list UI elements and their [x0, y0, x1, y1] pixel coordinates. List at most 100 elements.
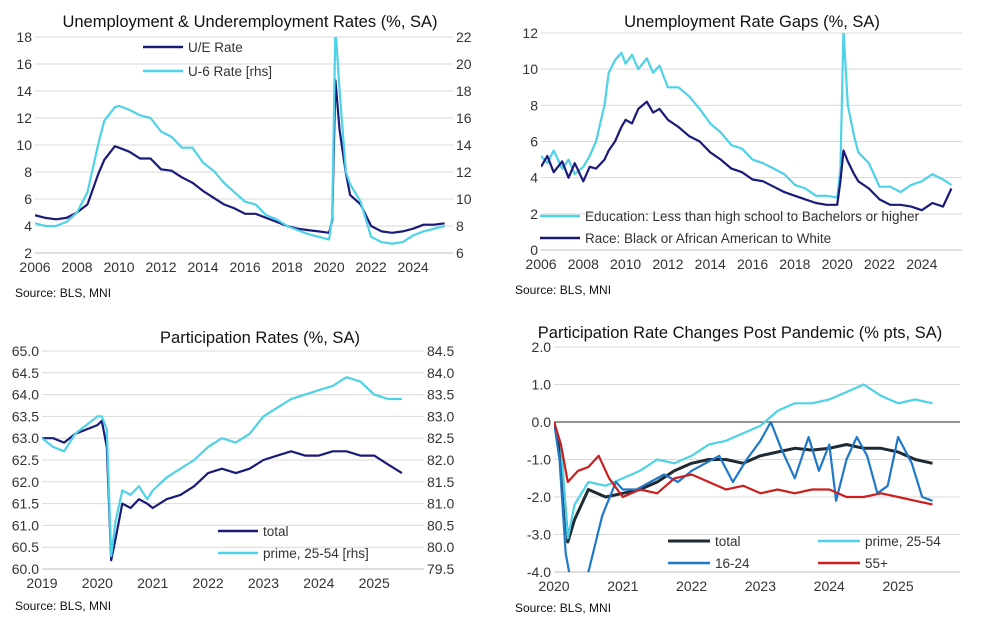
y-tick-label: 2 — [24, 245, 32, 261]
legend-label: prime, 25-54 [rhs] — [263, 546, 369, 561]
y-tick-label: 0.0 — [532, 414, 552, 430]
y-tick-label: 6 — [530, 134, 538, 150]
x-tick-label: 2024 — [398, 259, 429, 275]
legend: total prime, 25-54 [rhs] — [218, 524, 369, 561]
x-tick-label: 2021 — [137, 575, 168, 591]
legend-label: 16-24 — [715, 556, 750, 571]
x-tick-label: 2020 — [82, 575, 113, 591]
legend-label: U-6 Rate [rhs] — [188, 64, 272, 79]
legend-label: total — [263, 524, 289, 539]
x-tick-label: 2022 — [193, 575, 224, 591]
x-tick-label: 2016 — [737, 256, 768, 272]
legend-label: Education: Less than high school to Bach… — [585, 209, 919, 224]
y2-tick-label: 12 — [456, 164, 472, 180]
y2-tick-label: 22 — [456, 29, 472, 45]
y2-tick-label: 16 — [456, 110, 472, 126]
y-tick-label: 2 — [530, 206, 538, 222]
y-tick-label: 65.0 — [12, 343, 39, 359]
x-tick-label: 2010 — [610, 256, 641, 272]
y-tick-label: 62.0 — [12, 474, 39, 490]
y2-tick-label: 20 — [456, 56, 472, 72]
series-line — [554, 420, 933, 572]
x-tick-label: 2008 — [61, 259, 92, 275]
y-tick-label: 8 — [24, 164, 32, 180]
y-tick-label: 64.0 — [12, 387, 39, 403]
y2-tick-label: 82.0 — [427, 452, 454, 468]
y-tick-label: 4 — [24, 218, 32, 234]
y-tick-label: 18 — [16, 29, 32, 45]
x-tick-label: 2022 — [356, 259, 387, 275]
x-tick-label: 2024 — [303, 575, 334, 591]
x-tick-label: 2012 — [652, 256, 683, 272]
x-tick-label: 2016 — [229, 259, 260, 275]
chart-title: Participation Rate Changes Post Pandemic… — [538, 324, 942, 342]
y2-tick-label: 18 — [456, 83, 472, 99]
x-tick-label: 2023 — [745, 578, 776, 594]
series-line — [554, 421, 933, 506]
x-tick-label: 2006 — [19, 259, 50, 275]
y-tick-label: 61.0 — [12, 517, 39, 533]
y2-tick-label: 6 — [456, 245, 464, 261]
x-tick-label: 2020 — [538, 578, 569, 594]
y-tick-label: 1.0 — [532, 377, 552, 393]
series-line — [35, 37, 445, 245]
x-tick-label: 2025 — [882, 578, 913, 594]
y2-tick-label: 84.0 — [427, 365, 454, 381]
x-tick-label: 2024 — [814, 578, 845, 594]
x-tick-label: 2010 — [103, 259, 134, 275]
legend-label: 55+ — [865, 556, 888, 571]
y-tick-label: 4 — [530, 170, 538, 186]
y-tick-label: 10 — [16, 137, 32, 153]
y-tick-label: -3.0 — [527, 527, 551, 543]
y2-tick-label: 79.5 — [427, 561, 454, 577]
chart-unemp: Unemployment & Underemployment Rates (%,… — [15, 13, 472, 300]
y2-tick-label: 80.5 — [427, 517, 454, 533]
y-tick-label: 8 — [530, 97, 538, 113]
chart-gaps: Unemployment Rate Gaps (%, SA) 0 2 4 6 8 10 12 2… — [515, 13, 962, 297]
series-line — [42, 419, 403, 562]
x-tick-label: 2014 — [695, 256, 726, 272]
x-tick-label: 2006 — [525, 256, 556, 272]
y-tick-label: -4.0 — [527, 564, 551, 580]
chart-changes: Participation Rate Changes Post Pandemic… — [515, 324, 960, 615]
y-tick-label: 62.5 — [12, 452, 39, 468]
source-note: Source: BLS, MNI — [15, 286, 111, 300]
legend: Education: Less than high school to Bach… — [540, 209, 919, 246]
x-tick-label: 2019 — [26, 575, 57, 591]
y2-tick-label: 80.0 — [427, 539, 454, 555]
y-tick-label: 12 — [16, 110, 32, 126]
x-tick-label: 2020 — [822, 256, 853, 272]
x-tick-label: 2022 — [676, 578, 707, 594]
chart-title: Unemployment & Underemployment Rates (%,… — [62, 13, 437, 31]
y-tick-label: 2.0 — [532, 339, 552, 355]
y-tick-label: -2.0 — [527, 489, 551, 505]
legend-label: U/E Rate — [188, 40, 243, 55]
y-tick-label: 0 — [530, 242, 538, 258]
source-note: Source: BLS, MNI — [515, 283, 611, 297]
x-tick-label: 2018 — [271, 259, 302, 275]
y2-tick-label: 14 — [456, 137, 472, 153]
x-tick-label: 2020 — [313, 259, 344, 275]
y2-tick-label: 84.5 — [427, 343, 454, 359]
x-tick-label: 2012 — [145, 259, 176, 275]
y2-tick-label: 81.0 — [427, 496, 454, 512]
x-tick-label: 2008 — [568, 256, 599, 272]
x-tick-label: 2014 — [187, 259, 218, 275]
y-tick-label: 6 — [24, 191, 32, 207]
series-line — [554, 383, 933, 540]
y-tick-label: -1.0 — [527, 452, 551, 468]
x-tick-label: 2018 — [779, 256, 810, 272]
y2-tick-label: 10 — [456, 191, 472, 207]
y-tick-label: 63.5 — [12, 408, 39, 424]
y-tick-label: 60.5 — [12, 539, 39, 555]
legend-label: total — [715, 534, 741, 549]
x-tick-label: 2021 — [607, 578, 638, 594]
y-tick-label: 63.0 — [12, 430, 39, 446]
legend: U/E Rate U-6 Rate [rhs] — [143, 40, 272, 79]
series-line — [35, 79, 445, 234]
y-tick-label: 14 — [16, 83, 32, 99]
chart-title: Participation Rates (%, SA) — [160, 329, 360, 347]
y-tick-label: 60.0 — [12, 561, 39, 577]
y-tick-label: 16 — [16, 56, 32, 72]
